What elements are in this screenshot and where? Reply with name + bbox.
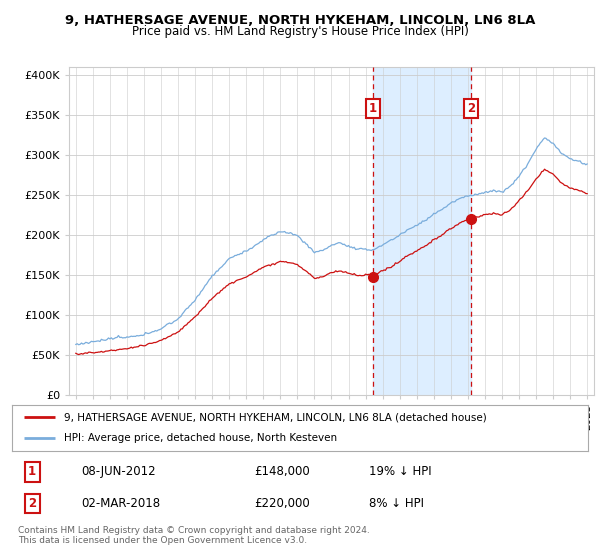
Text: 19% ↓ HPI: 19% ↓ HPI — [369, 465, 432, 478]
Text: 2: 2 — [467, 102, 475, 115]
Text: This data is licensed under the Open Government Licence v3.0.: This data is licensed under the Open Gov… — [18, 536, 307, 545]
Text: 2: 2 — [28, 497, 36, 510]
Text: 1: 1 — [369, 102, 377, 115]
Text: Price paid vs. HM Land Registry's House Price Index (HPI): Price paid vs. HM Land Registry's House … — [131, 25, 469, 38]
Text: HPI: Average price, detached house, North Kesteven: HPI: Average price, detached house, Nort… — [64, 433, 337, 444]
Text: 9, HATHERSAGE AVENUE, NORTH HYKEHAM, LINCOLN, LN6 8LA (detached house): 9, HATHERSAGE AVENUE, NORTH HYKEHAM, LIN… — [64, 412, 487, 422]
Text: 9, HATHERSAGE AVENUE, NORTH HYKEHAM, LINCOLN, LN6 8LA: 9, HATHERSAGE AVENUE, NORTH HYKEHAM, LIN… — [65, 14, 535, 27]
Text: 1: 1 — [28, 465, 36, 478]
Text: 02-MAR-2018: 02-MAR-2018 — [81, 497, 160, 510]
Text: £220,000: £220,000 — [254, 497, 310, 510]
Text: 8% ↓ HPI: 8% ↓ HPI — [369, 497, 424, 510]
Text: Contains HM Land Registry data © Crown copyright and database right 2024.: Contains HM Land Registry data © Crown c… — [18, 526, 370, 535]
Text: 08-JUN-2012: 08-JUN-2012 — [81, 465, 156, 478]
Bar — [373, 67, 471, 395]
Text: £148,000: £148,000 — [254, 465, 310, 478]
